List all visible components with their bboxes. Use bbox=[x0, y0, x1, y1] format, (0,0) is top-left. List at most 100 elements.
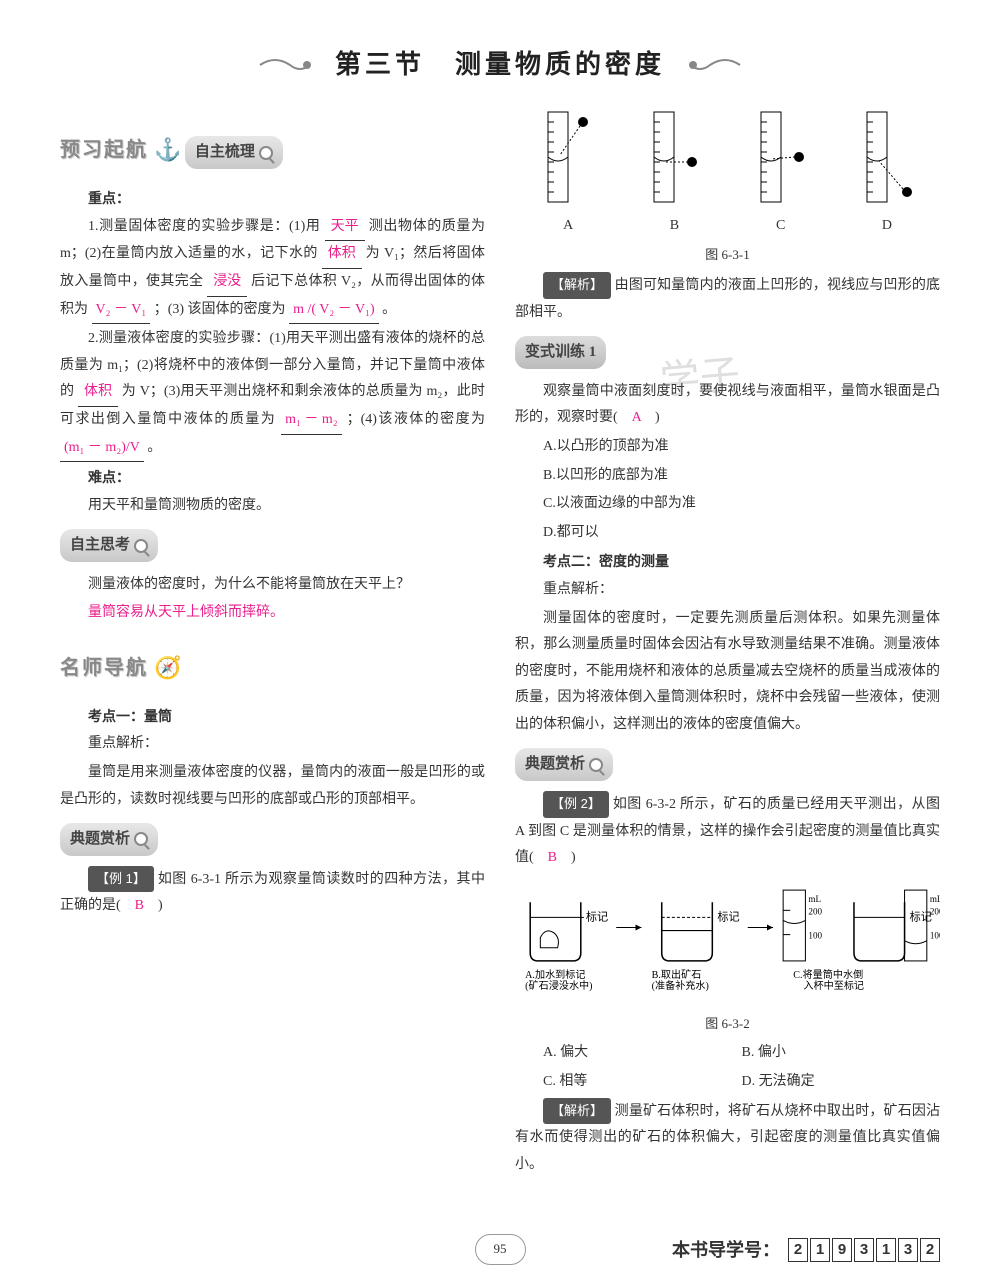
svg-text:标记: 标记 bbox=[910, 909, 932, 923]
digit: 9 bbox=[832, 1238, 852, 1262]
subheading-text: 自主梳理 bbox=[195, 138, 255, 167]
option-C: C. 相等 bbox=[543, 1069, 742, 1096]
page-number: 95 bbox=[475, 1234, 526, 1265]
subheading-bianshi: 变式训练 1 bbox=[515, 336, 606, 369]
cylinder-label: D bbox=[882, 213, 892, 240]
blank-density-formula: m /( V₂ － V₁) bbox=[289, 297, 379, 325]
label-zdjx: 重点解析： bbox=[60, 731, 485, 758]
guide-number: 本书导学号： 2 1 9 3 1 3 2 bbox=[672, 1233, 940, 1267]
svg-text:mL: mL bbox=[808, 894, 821, 904]
subheading-text: 变式训练 1 bbox=[525, 338, 596, 367]
option-B: B.以凹形的底部为准 bbox=[515, 463, 940, 490]
magnifier-icon bbox=[134, 539, 148, 553]
blank-liquid-density: (m₁ － m₂)/V bbox=[60, 435, 144, 463]
answer: B bbox=[548, 850, 557, 865]
sikao-answer: 量筒容易从天平上倾斜而摔碎。 bbox=[60, 600, 485, 627]
magnifier-icon bbox=[134, 832, 148, 846]
blank-balance: 天平 bbox=[325, 214, 365, 242]
right-column: A B C D 图 6-3-1 【解析】 由图可知量筒内的液面上凹形的，视 bbox=[515, 119, 940, 1180]
compass-icon: 🧭 bbox=[154, 647, 181, 689]
blank-volume2: 体积 bbox=[78, 379, 118, 407]
figure-6-3-2: 标记 标记 mL 200 100 bbox=[515, 882, 940, 993]
flourish-left-icon bbox=[255, 55, 315, 75]
two-column-layout: 预习起航 ⚓ 自主梳理 重点： 1.测量固体密度的实验步骤是：(1)用 天平 测… bbox=[60, 119, 940, 1180]
jiexi-1: 【解析】 由图可知量筒内的液面上凹形的，视线应与凹形的底部相平。 bbox=[515, 272, 940, 326]
blank-vdiff: V₂ － V₁ bbox=[92, 297, 151, 325]
svg-text:100: 100 bbox=[808, 930, 822, 940]
svg-text:200: 200 bbox=[808, 906, 822, 916]
blank-submerge: 浸没 bbox=[207, 269, 247, 297]
jiexi-tag: 【解析】 bbox=[543, 1098, 611, 1125]
svg-text:mL: mL bbox=[930, 894, 940, 904]
solid-density-steps: 1.测量固体密度的实验步骤是：(1)用 天平 测出物体的质量为 m；(2)在量筒… bbox=[60, 214, 485, 324]
text: 。 bbox=[147, 440, 161, 455]
banner-text: 名师导航 bbox=[60, 649, 148, 687]
label-zhongdian: 重点： bbox=[60, 185, 485, 212]
subheading-text: 典题赏析 bbox=[70, 825, 130, 854]
subheading-zizhushuli: 自主梳理 bbox=[185, 136, 283, 169]
svg-text:A.加水到标记: A.加水到标记 bbox=[525, 969, 585, 981]
cylinder-label: B bbox=[670, 213, 679, 240]
flourish-right-icon bbox=[685, 55, 745, 75]
jiexi-2: 【解析】 测量矿石体积时，将矿石从烧杯中取出时，矿石因沾有水而使得测出的矿石的体… bbox=[515, 1098, 940, 1179]
digit: 1 bbox=[810, 1238, 830, 1262]
answer: B bbox=[135, 898, 144, 913]
example-tag: 【例 1】 bbox=[88, 866, 154, 893]
magnifier-icon bbox=[259, 146, 273, 160]
svg-text:入杯中至标记: 入杯中至标记 bbox=[803, 979, 864, 992]
cylinder-label: A bbox=[563, 213, 573, 240]
subheading-dianti-2: 典题赏析 bbox=[515, 748, 613, 781]
banner-text: 预习起航 bbox=[60, 131, 148, 169]
label-nandian: 难点： bbox=[60, 464, 485, 491]
text: ) bbox=[144, 898, 163, 913]
label-zdjx2: 重点解析： bbox=[515, 577, 940, 604]
svg-text:B.取出矿石: B.取出矿石 bbox=[652, 968, 702, 981]
example-tag: 【例 2】 bbox=[543, 791, 609, 818]
fig-632-caption: 图 6-3-2 bbox=[515, 1012, 940, 1037]
digit: 1 bbox=[876, 1238, 896, 1262]
svg-text:100: 100 bbox=[930, 930, 940, 940]
subheading-zizhusikao: 自主思考 bbox=[60, 529, 158, 562]
ex2-options-row1: A. 偏大 B. 偏小 bbox=[515, 1040, 940, 1067]
magnifier-icon bbox=[589, 758, 603, 772]
subheading-dianti-1: 典题赏析 bbox=[60, 823, 158, 856]
cylinder-A: A bbox=[538, 107, 598, 240]
cylinder-D: D bbox=[857, 107, 917, 240]
svg-text:标记: 标记 bbox=[586, 909, 608, 923]
svg-text:200: 200 bbox=[930, 906, 940, 916]
kaodian2-text: 测量固体的密度时，一定要先测质量后测体积。如果先测量体积，那么测量质量时固体会因… bbox=[515, 606, 940, 739]
bianshi-question: 观察量筒中液面刻度时，要使视线与液面相平，量筒水银面是凸形的，观察时要( A ) bbox=[515, 379, 940, 432]
svg-text:C.将量筒中水倒: C.将量筒中水倒 bbox=[793, 968, 863, 981]
blank-volume1: 体积 bbox=[322, 241, 362, 269]
nandian-text: 用天平和量筒测物质的密度。 bbox=[60, 493, 485, 520]
fig-631-caption: 图 6-3-1 bbox=[515, 243, 940, 268]
blank-mdiff: m₁ － m₂ bbox=[281, 407, 342, 435]
ex2-options-row2: C. 相等 D. 无法确定 bbox=[515, 1069, 940, 1096]
text: 。 bbox=[382, 302, 396, 317]
option-A: A.以凸形的顶部为准 bbox=[515, 434, 940, 461]
option-B: B. 偏小 bbox=[742, 1040, 941, 1067]
section-banner-yuxi: 预习起航 ⚓ bbox=[60, 129, 181, 171]
guide-digit-boxes: 2 1 9 3 1 3 2 bbox=[788, 1238, 940, 1262]
section-banner-mingshi: 名师导航 🧭 bbox=[60, 647, 181, 689]
digit: 3 bbox=[854, 1238, 874, 1262]
figure-6-3-1: A B C D bbox=[515, 119, 940, 239]
guide-label: 本书导学号： bbox=[672, 1233, 780, 1267]
title-row: 第三节 测量物质的密度 bbox=[60, 40, 940, 89]
liquid-density-steps: 2.测量液体密度的实验步骤：(1)用天平测出盛有液体的烧杯的总质量为 m₁；(2… bbox=[60, 326, 485, 462]
text: ) bbox=[641, 410, 660, 425]
option-C: C.以液面边缘的中部为准 bbox=[515, 491, 940, 518]
cylinder-label: C bbox=[776, 213, 785, 240]
answer: A bbox=[632, 410, 641, 425]
example-1: 【例 1】 如图 6-3-1 所示为观察量筒读数时的四种方法，其中正确的是( B… bbox=[60, 866, 485, 920]
svg-text:(矿石浸没水中): (矿石浸没水中) bbox=[525, 979, 592, 992]
anchor-icon: ⚓ bbox=[154, 129, 181, 171]
svg-text:(准备补充水): (准备补充水) bbox=[652, 979, 709, 992]
kaodian2-title: 考点二：密度的测量 bbox=[515, 548, 940, 575]
text: ；(3) 该固体的密度为 bbox=[154, 302, 286, 317]
page-title: 第三节 测量物质的密度 bbox=[335, 40, 665, 89]
kaodian1-title: 考点一：量筒 bbox=[60, 703, 485, 730]
subheading-text: 典题赏析 bbox=[525, 750, 585, 779]
sikao-question: 测量液体的密度时，为什么不能将量筒放在天平上？ bbox=[60, 572, 485, 599]
subheading-text: 自主思考 bbox=[70, 531, 130, 560]
